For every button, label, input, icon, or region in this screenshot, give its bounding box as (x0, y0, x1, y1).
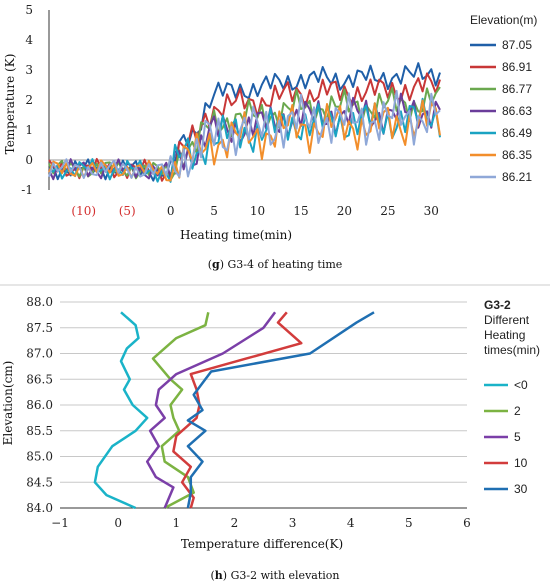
panel-h-x-tick-label: 0 (114, 516, 122, 530)
panel-h-legend-label: 2 (514, 404, 521, 418)
panel-g-x-axis-label: Heating time(min) (180, 228, 292, 242)
panel-g-legend-label: 86.91 (502, 60, 532, 74)
panel-g-x-tick-label: 20 (337, 204, 352, 218)
panel-g-y-tick-label: -1 (21, 183, 33, 197)
panel-h-y-tick-label: 86.5 (26, 372, 53, 386)
panel-h-x-tick-label: −1 (51, 516, 69, 530)
panel-h-y-tick-label: 84.0 (26, 501, 53, 515)
panel-h-y-tick-label: 87.5 (26, 321, 53, 335)
panel-h-y-tick-label: 86.0 (26, 398, 53, 412)
panel-h-y-tick-label: 85.5 (26, 424, 53, 438)
panel-g-y-tick-label: 0 (25, 153, 33, 167)
panel-h-series-line-30 (186, 311, 375, 509)
panel-h-x-tick-label: 5 (405, 516, 413, 530)
panel-h-x-tick-label: 1 (172, 516, 180, 530)
panel-g-x-tick-label: (5) (119, 204, 136, 218)
panel-g-x-tick-label: 25 (380, 204, 395, 218)
panel-h-legend-title: G3-2 (484, 298, 511, 312)
panel-g-legend-label: 86.63 (502, 104, 532, 118)
panel-g-series-line-86.91 (48, 72, 441, 182)
panel-h-x-tick-label: 2 (231, 516, 239, 530)
panel-h-legend-subtitle-1: Different (484, 313, 530, 327)
panel-h-caption: (h) G3-2 with elevation (211, 569, 340, 582)
panel-h-y-tick-label: 87.0 (26, 347, 53, 361)
panel-g-x-tick-label: 5 (210, 204, 218, 218)
panel-g-y-tick-label: 2 (25, 93, 33, 107)
panel-g-x-tick-label: 0 (167, 204, 175, 218)
panel-h-y-tick-label: 84.5 (26, 475, 53, 489)
panel-h-series-line-10 (172, 311, 303, 509)
panel-g-legend-label: 87.05 (502, 38, 532, 52)
panel-g-y-tick-label: 1 (25, 123, 33, 137)
panel-h-series-line-5 (145, 311, 277, 509)
panel-g-x-tick-label: 15 (293, 204, 308, 218)
panel-g-x-tick-label: 10 (250, 204, 265, 218)
panel-h-legend-subtitle-3: times(min) (484, 343, 540, 357)
panel-h-legend-label: 5 (514, 430, 521, 444)
panel-h-legend-subtitle-2: Heating (484, 328, 525, 342)
panel-h-series-line-<0 (93, 311, 149, 510)
panel-h-legend-label: 30 (514, 482, 528, 496)
panel-g-legend-title: Elevation(m) (470, 13, 537, 27)
panel-h-y-tick-label: 85.0 (26, 450, 53, 464)
panel-g-legend-label: 86.49 (502, 126, 532, 140)
panel-g-x-tick-label: (10) (71, 204, 96, 218)
panel-h-x-tick-label: 4 (347, 516, 355, 530)
panel-h-elevation: 88.0 87.5 87.0 86.5 86.0 85.5 85.0 84.5 84.0 −1 0… (1, 295, 540, 582)
panel-h-legend-label: 10 (514, 456, 528, 470)
panel-h-y-axis-label: Elevation(cm) (1, 361, 15, 446)
panel-h-y-tick-label: 88.0 (26, 295, 53, 309)
panel-h-x-tick-label: 3 (289, 516, 297, 530)
panel-g-y-axis-label: Temperature (K) (3, 54, 17, 155)
panel-g-caption: (g) G3-4 of heating time (208, 258, 343, 271)
panel-h-x-tick-label: 6 (463, 516, 471, 530)
panel-g-x-tick-label: 30 (424, 204, 439, 218)
panel-g-series-line-86.21 (48, 89, 441, 179)
panel-g-y-tick-label: 5 (25, 3, 33, 17)
panel-h-legend-label: <0 (514, 378, 528, 392)
panel-h-x-axis-label: Temperature difference(K) (181, 537, 343, 551)
panel-g-y-tick-label: 3 (25, 63, 33, 77)
panel-h-series-line-2 (151, 312, 210, 510)
panel-g-legend-label: 86.21 (502, 170, 532, 184)
panel-g-legend-label: 86.77 (502, 82, 532, 96)
panel-g-y-tick-label: 4 (25, 33, 33, 47)
panel-g-legend-label: 86.35 (502, 148, 532, 162)
